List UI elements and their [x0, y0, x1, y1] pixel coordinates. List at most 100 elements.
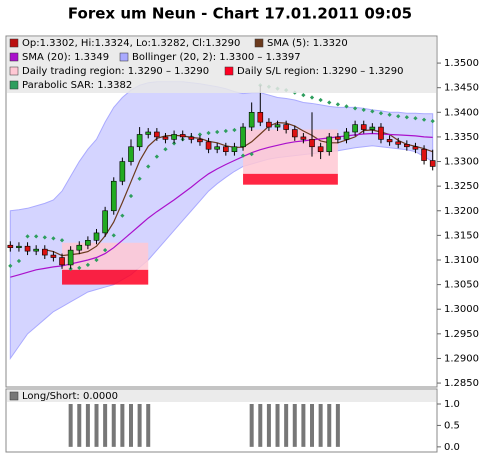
bar	[327, 404, 332, 447]
candle-body	[369, 126, 376, 130]
bar	[249, 404, 254, 447]
legend-swatch	[224, 66, 234, 76]
sar-dot	[197, 132, 203, 137]
candle-body	[266, 121, 272, 128]
legend-swatch	[9, 80, 19, 90]
legend-box	[7, 390, 436, 402]
candle-body	[343, 131, 350, 140]
y-tick-label: 1.2900	[444, 353, 479, 364]
candle-body	[421, 148, 427, 161]
y-tick-label: 1.3200	[444, 206, 479, 217]
candle-body	[317, 146, 324, 152]
candle-body	[309, 139, 315, 148]
candle-body	[274, 124, 281, 128]
y-tick-label: 1.3400	[444, 107, 479, 118]
bar	[68, 404, 73, 447]
candle-body	[223, 146, 229, 152]
legend-swatch	[9, 38, 19, 48]
candle-body	[136, 134, 143, 148]
line	[10, 132, 433, 278]
sar-dot	[206, 130, 211, 136]
bar	[146, 404, 151, 447]
candle-body	[119, 161, 126, 182]
legend-label: Daily S/L region: 1.3290 – 1.3290	[237, 66, 403, 77]
sar-dot	[59, 238, 65, 243]
y-tick-label: 1.3500	[444, 58, 479, 69]
axes: 1.2850 1.2900 1.2950 1.3000 1.3050 1.3100 1.31…	[437, 58, 479, 453]
line	[44, 121, 433, 257]
candle-body	[257, 112, 264, 123]
legend-label: Daily trading region: 1.3290 – 1.3290	[22, 66, 209, 77]
bar	[266, 404, 271, 447]
candle-body	[179, 134, 186, 138]
bar	[120, 404, 125, 447]
bar	[85, 404, 90, 447]
sar-dot	[249, 152, 254, 157]
candle-body	[50, 254, 57, 258]
bar	[284, 404, 289, 447]
candle-body	[352, 124, 358, 133]
legend-label: Op:1.3302, Hi:1.3324, Lo:1.3282, Cl:1.32…	[22, 38, 240, 49]
candle-body	[110, 180, 117, 212]
sar-dot	[42, 235, 47, 240]
candle-body	[85, 239, 91, 246]
legend-swatch	[9, 52, 19, 62]
legend-swatch	[119, 52, 129, 62]
candle-body	[41, 248, 48, 256]
bar	[258, 404, 263, 447]
candle-body	[197, 139, 203, 143]
sar-dot	[120, 213, 125, 218]
candle-body	[59, 257, 65, 266]
sar-dot	[111, 233, 116, 238]
candle-body	[162, 136, 169, 140]
candle-body	[386, 139, 393, 143]
y-tick-label: 1.3100	[444, 255, 479, 266]
candle-body	[248, 112, 255, 128]
y-tick-label: 1.3150	[444, 230, 479, 241]
candle-body	[76, 244, 83, 251]
candle-body	[205, 141, 212, 150]
candle-body	[300, 136, 307, 140]
bar	[292, 404, 297, 447]
lower-plot	[68, 404, 340, 447]
candle-body	[93, 232, 100, 241]
sar-dot	[34, 234, 39, 239]
y-tick-label: 1.3450	[444, 83, 479, 94]
sar-dot	[51, 236, 56, 241]
legend: Op:1.3302, Hi:1.3324, Lo:1.3282, Cl:1.32…	[7, 37, 436, 402]
legend-label: SMA (20): 1.3349	[22, 52, 109, 63]
candle-body	[7, 244, 14, 248]
sar-dot	[128, 193, 134, 199]
candle-body	[171, 134, 177, 140]
region	[62, 269, 149, 285]
candle-body	[231, 146, 238, 152]
sar-dot	[163, 147, 168, 152]
y-tick-label: 1.2850	[444, 378, 479, 389]
legend-label: Bollinger (20, 2): 1.3300 – 1.3397	[132, 52, 301, 63]
bar	[94, 404, 99, 447]
y-tick-label: 0.0	[444, 442, 460, 453]
bar	[137, 404, 142, 447]
sar-dot	[223, 128, 228, 134]
candle-body	[335, 136, 341, 140]
y-tick-label: 1.3350	[444, 132, 479, 143]
y-tick-label: 1.3050	[444, 280, 479, 291]
bar	[310, 404, 315, 447]
region	[62, 242, 149, 270]
sar-dot	[146, 164, 151, 169]
y-tick-label: 1.3250	[444, 181, 479, 192]
y-tick-label: 0.5	[444, 420, 460, 431]
sar-dot	[103, 248, 108, 253]
bar	[103, 404, 108, 447]
candle-body	[326, 136, 333, 152]
candle-body	[24, 245, 31, 252]
bar	[335, 404, 340, 447]
y-tick-label: 1.2950	[444, 329, 479, 340]
legend-swatch	[9, 66, 19, 76]
bar	[111, 404, 116, 447]
candle-body	[154, 131, 160, 138]
y-tick-label: 1.0	[444, 399, 460, 410]
candle-body	[291, 129, 298, 138]
sar-dot	[232, 127, 237, 133]
